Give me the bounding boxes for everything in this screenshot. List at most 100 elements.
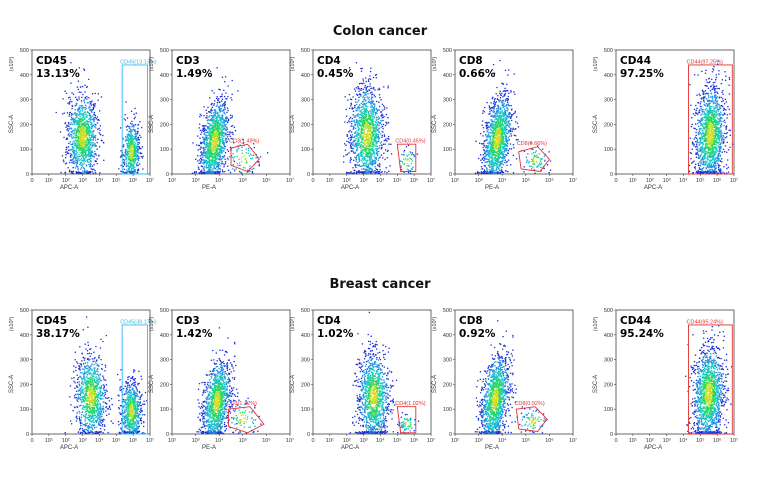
event-dot	[357, 129, 360, 132]
event-dot	[209, 97, 211, 99]
event-dot	[203, 115, 205, 117]
event-dot	[345, 115, 348, 118]
event-dot	[361, 171, 363, 173]
event-dot	[353, 145, 356, 147]
event-dot	[80, 172, 82, 175]
event-dot	[241, 149, 243, 152]
x-tick-label: 10⁵	[112, 177, 120, 184]
event-dot	[356, 149, 358, 152]
event-dot	[90, 121, 92, 123]
y-tick-label: 300	[160, 98, 169, 104]
event-dot	[371, 172, 373, 175]
event-dot	[71, 161, 73, 164]
event-dot	[373, 131, 376, 133]
event-dot	[214, 100, 216, 102]
event-dot	[381, 103, 384, 105]
y-axis-label: SSC-A	[9, 115, 15, 133]
event-dot	[375, 140, 378, 143]
event-dot	[97, 138, 99, 140]
event-dot	[222, 147, 225, 150]
event-dot	[372, 146, 374, 148]
event-dot	[203, 171, 206, 174]
event-dot	[378, 127, 380, 130]
event-dot	[137, 154, 139, 156]
event-dot	[70, 153, 73, 156]
event-dot	[219, 165, 221, 167]
x-axis-label: PE-A	[202, 185, 216, 191]
event-dot	[496, 86, 498, 89]
event-dot	[221, 104, 224, 106]
event-dot	[361, 108, 363, 111]
event-dot	[90, 157, 92, 160]
event-dot	[366, 109, 368, 112]
y-axis-label: SSC-A	[290, 115, 296, 133]
event-dot	[367, 106, 369, 108]
event-dot	[63, 161, 65, 163]
event-dot	[69, 100, 71, 103]
event-dot	[378, 162, 381, 165]
event-dot	[220, 159, 223, 161]
event-dot	[208, 128, 210, 131]
event-dot	[349, 116, 352, 119]
event-dot	[202, 138, 205, 140]
event-dot	[350, 136, 353, 138]
event-dot	[207, 111, 210, 113]
event-dot	[227, 109, 229, 112]
event-dot	[245, 148, 247, 150]
event-dot	[407, 171, 410, 174]
event-dot	[94, 105, 96, 107]
event-dot	[221, 136, 223, 139]
event-dot	[371, 104, 373, 106]
event-dot	[210, 138, 212, 141]
event-dot	[125, 162, 127, 165]
event-dot	[122, 165, 125, 168]
event-dot	[68, 135, 71, 137]
event-dot	[221, 131, 224, 133]
event-dot	[87, 158, 89, 160]
event-dot	[355, 160, 357, 163]
event-dot	[372, 163, 374, 165]
event-dot	[220, 134, 223, 137]
event-dot	[74, 139, 77, 142]
event-dot	[132, 168, 135, 171]
event-dot	[64, 122, 66, 125]
event-dot	[90, 168, 92, 170]
y-tick-label: 300	[20, 98, 29, 104]
marker-name: CD45	[36, 55, 67, 67]
event-dot	[81, 109, 84, 111]
event-dot	[211, 89, 213, 92]
event-dot	[365, 114, 368, 116]
event-dot	[221, 171, 224, 173]
event-dot	[247, 147, 250, 150]
event-dot	[374, 165, 376, 168]
event-dot	[238, 158, 241, 161]
event-dot	[354, 115, 356, 117]
event-dot	[373, 116, 376, 119]
event-dot	[375, 134, 377, 136]
event-dot	[227, 118, 230, 120]
event-dot	[79, 115, 81, 118]
event-dot	[365, 105, 367, 107]
event-dot	[367, 165, 370, 167]
event-dot	[220, 152, 223, 154]
event-dot	[224, 106, 226, 109]
event-dot	[79, 109, 82, 112]
event-dot	[227, 95, 229, 98]
event-dot	[86, 119, 88, 122]
event-dot	[132, 146, 134, 148]
event-dot	[362, 123, 365, 126]
event-dot	[78, 125, 81, 128]
event-dot	[359, 134, 361, 136]
event-dot	[67, 121, 70, 124]
event-dot	[365, 155, 367, 157]
event-dot	[217, 166, 220, 168]
event-dot	[370, 161, 373, 164]
event-dot	[357, 85, 359, 88]
event-dot	[401, 160, 403, 163]
event-dot	[93, 153, 96, 155]
event-dot	[76, 122, 79, 125]
event-dot	[211, 106, 214, 109]
event-dot	[92, 133, 94, 135]
event-dot	[491, 140, 493, 143]
